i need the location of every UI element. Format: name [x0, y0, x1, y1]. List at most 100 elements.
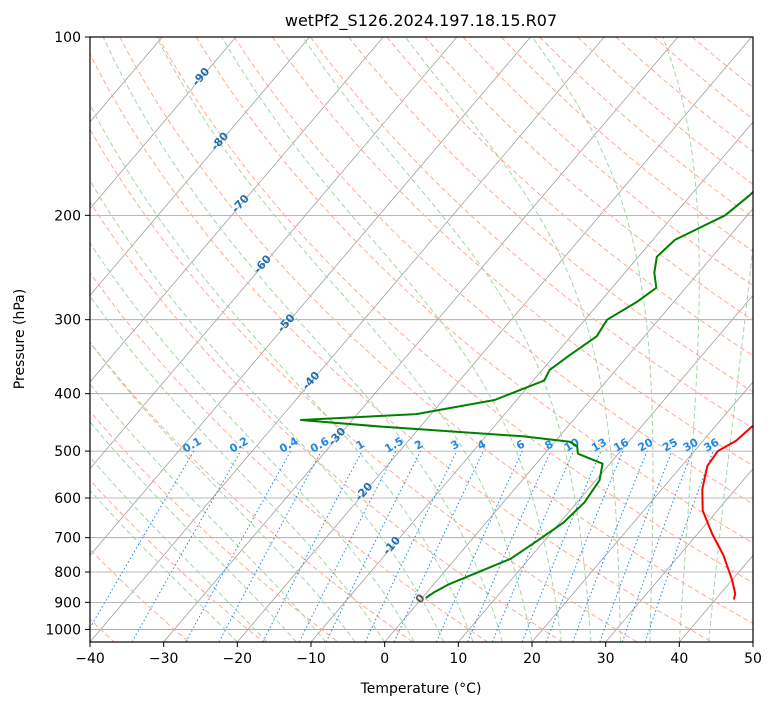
isotherm-line — [90, 37, 237, 210]
moist-adiabat-line — [404, 37, 621, 642]
isotherm-line — [90, 37, 531, 556]
chart-title: wetPf2_S126.2024.197.18.15.R07 — [285, 11, 557, 31]
dry-adiabat-line — [157, 37, 753, 584]
mixing-ratio-label: 16 — [611, 435, 631, 454]
y-axis-label: Pressure (hPa) — [12, 289, 28, 389]
dry-adiabat-line — [119, 37, 753, 624]
isotherm-line — [163, 37, 679, 642]
x-axis-label: Temperature (°C) — [360, 681, 482, 697]
moist-adiabat-line — [90, 341, 356, 642]
y-tick-label: 900 — [54, 595, 81, 611]
mixing-ratio-line — [185, 450, 292, 642]
dry-adiabat-line — [271, 37, 753, 467]
dry-adiabat-line — [386, 37, 753, 357]
mixing-ratio-label: 0.4 — [277, 434, 301, 455]
mixing-ratio-line — [262, 450, 363, 642]
mixing-ratio-label: 13 — [589, 436, 609, 455]
y-tick-label: 400 — [54, 387, 81, 403]
isotherm-line — [384, 208, 753, 642]
dry-adiabat-line — [691, 37, 753, 88]
dry-adiabat-line — [90, 410, 339, 642]
moist-adiabat-line — [90, 103, 474, 642]
mixing-ratio-line — [644, 450, 714, 642]
moist-adiabat-line — [90, 179, 445, 642]
x-tick-label: 20 — [523, 651, 541, 667]
moist-adiabat-line — [90, 421, 297, 642]
isotherm-line — [752, 641, 753, 642]
dry-adiabat-line — [310, 37, 753, 430]
dry-adiabat-line — [90, 341, 414, 642]
y-tick-label: 500 — [54, 444, 81, 460]
dewpoint-profile-line — [299, 190, 753, 599]
y-tick-label: 300 — [54, 313, 81, 329]
isotherm-line — [90, 37, 458, 470]
x-tick-label: 10 — [449, 651, 467, 667]
sounding-series — [299, 190, 753, 600]
moist-adiabat-line — [155, 37, 533, 642]
dry-adiabat-line — [348, 37, 753, 393]
mixing-ratio-line — [393, 450, 484, 642]
mixing-ratio-line — [545, 450, 624, 642]
x-tick-label: 0 — [380, 651, 389, 667]
axes: −40 −30 −20 −10 0 10 20 30 40 5010020030040050060… — [45, 30, 762, 667]
y-tick-label: 800 — [54, 565, 81, 581]
moist-adiabat-line — [90, 242, 415, 642]
mixing-ratio-line — [599, 450, 673, 642]
x-tick-label: −10 — [296, 651, 326, 667]
dry-adiabat-line — [500, 37, 753, 252]
mixing-ratio-line — [521, 450, 602, 642]
background-lines — [90, 37, 753, 642]
dry-adiabat-line — [90, 128, 638, 642]
x-tick-label: −40 — [75, 651, 105, 667]
moist-adiabat-line — [90, 383, 327, 642]
mixing-ratio-label: 30 — [681, 435, 701, 454]
x-tick-label: −30 — [149, 651, 179, 667]
dry-adiabat-line — [90, 479, 264, 642]
dry-adiabat-line — [539, 37, 753, 219]
isotherm-line — [605, 468, 753, 642]
isotherm-line — [90, 37, 605, 642]
mixing-ratio-line — [572, 450, 648, 642]
mixing-ratio-line — [90, 450, 195, 629]
moist-adiabat-line — [302, 37, 592, 642]
moist-adiabat-line — [102, 37, 503, 642]
mixing-ratio-line — [491, 450, 574, 642]
moist-adiabat-line — [90, 456, 268, 642]
moist-adiabat-line — [708, 240, 753, 642]
moist-adiabat-line — [221, 37, 562, 642]
moist-adiabat-line — [90, 295, 386, 642]
isotherm-line — [237, 37, 752, 642]
y-tick-label: 1000 — [45, 622, 81, 638]
dry-adiabat-line — [615, 37, 753, 153]
plot-frame — [89, 36, 754, 643]
moist-adiabat-line — [531, 37, 654, 642]
dry-adiabat-line — [233, 37, 753, 505]
temperature-profile-line — [701, 424, 753, 600]
moist-adiabat-line — [662, 37, 700, 642]
mixing-ratio-label: 4 — [475, 437, 488, 452]
mixing-ratio-label: 3 — [448, 438, 461, 453]
mixing-ratio-label: 0.1 — [180, 435, 203, 456]
mixing-ratio-line — [325, 450, 422, 642]
dry-adiabat-line — [90, 201, 563, 642]
mixing-ratio-line — [364, 450, 458, 642]
mixing-ratio-line — [131, 450, 242, 642]
isotherm-line — [679, 554, 753, 642]
dry-adiabat-line — [195, 37, 753, 544]
isotherm-line — [90, 37, 384, 383]
y-tick-label: 600 — [54, 491, 81, 507]
x-tick-label: 50 — [744, 651, 762, 667]
mixing-ratio-label: 2 — [412, 438, 425, 453]
dry-adiabat-line — [90, 271, 488, 642]
y-tick-label: 100 — [54, 30, 81, 46]
mixing-ratio-line — [435, 450, 523, 642]
x-tick-label: 30 — [597, 651, 615, 667]
x-tick-label: 40 — [670, 651, 688, 667]
mixing-ratio-label: 25 — [660, 436, 680, 455]
dry-adiabat-line — [90, 548, 190, 642]
dry-adiabat-line — [653, 37, 753, 120]
x-tick-label: −20 — [223, 651, 253, 667]
isotherm-line — [90, 37, 310, 296]
mixing-ratio-line — [621, 450, 693, 642]
